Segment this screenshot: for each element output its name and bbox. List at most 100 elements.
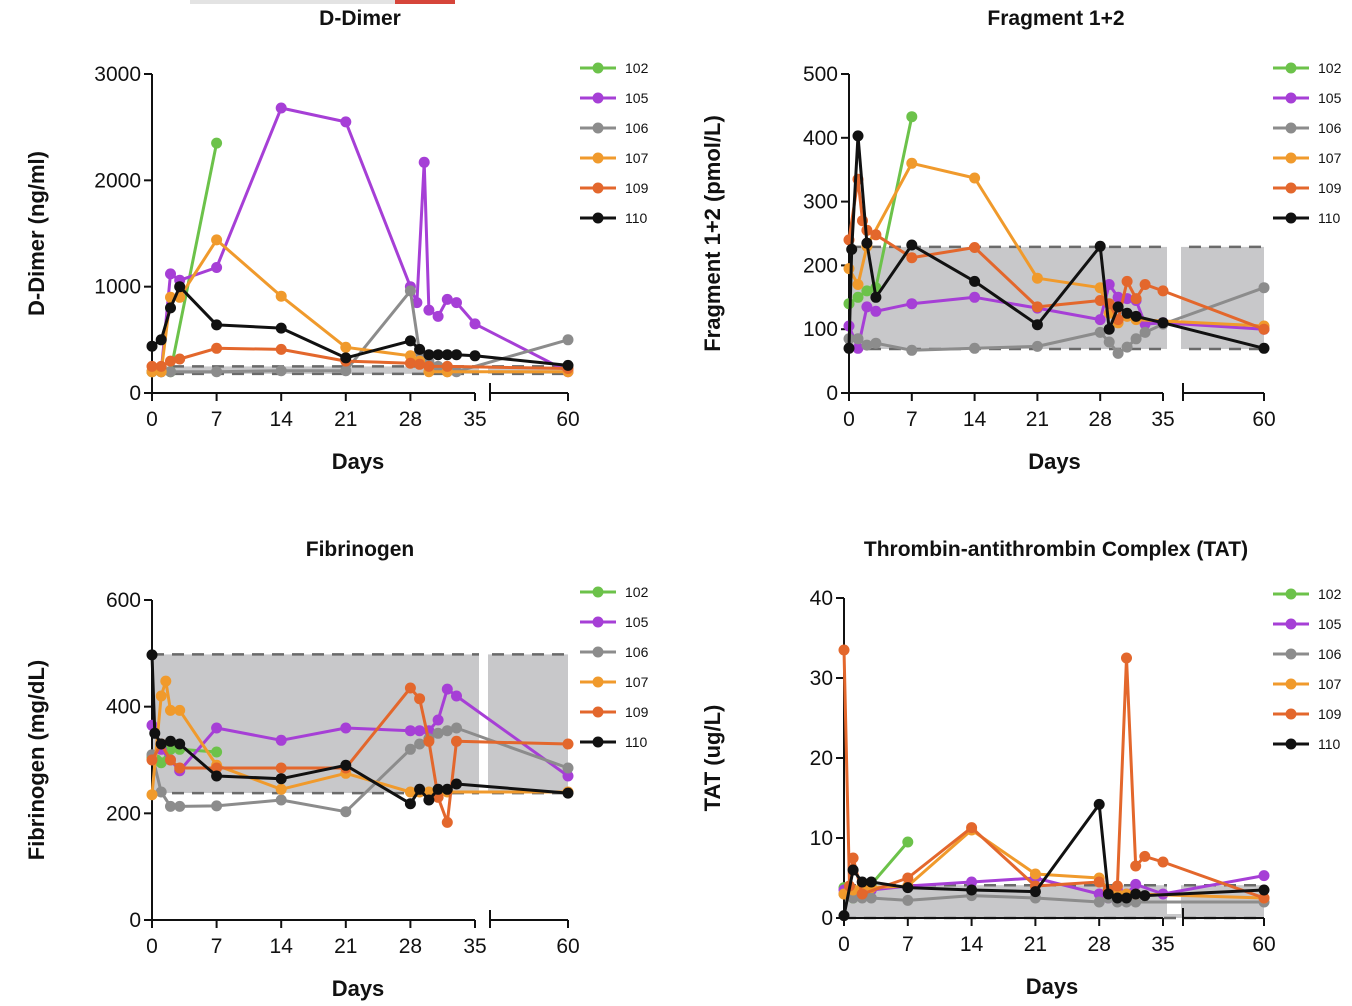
x-axis-label: Days: [332, 449, 385, 474]
y-tick-label: 10: [810, 827, 833, 850]
y-tick-label: 600: [106, 589, 141, 612]
y-tick-label: 300: [803, 191, 838, 214]
data-point-107: [852, 279, 864, 290]
data-point-110: [404, 335, 416, 347]
data-point-106: [432, 727, 444, 739]
x-tick-label: 7: [211, 408, 223, 431]
data-point-102: [211, 137, 223, 149]
data-point-110: [275, 322, 287, 334]
data-point-109: [174, 762, 186, 774]
axis-break-gap: [1167, 593, 1181, 914]
data-point-106: [1139, 326, 1151, 338]
x-tick-label: 28: [1088, 933, 1111, 956]
data-point-107: [906, 157, 918, 169]
data-point-105: [969, 291, 981, 303]
data-point-105: [441, 683, 453, 695]
data-point-109: [966, 822, 978, 834]
data-point-110: [562, 359, 574, 371]
legend-marker-110: [592, 212, 604, 224]
data-point-110: [423, 794, 435, 806]
chart-svg: 0 200 400 600 0 7 14 21 28 35 60 Fibrinogen Days Fibr…: [24, 538, 649, 1001]
data-point-109: [856, 888, 868, 900]
data-point-105: [211, 722, 223, 734]
legend-marker-106: [1285, 648, 1297, 660]
data-point-109: [404, 357, 416, 369]
chart-title: D-Dimer: [319, 7, 401, 30]
legend-label-109: 109: [1318, 180, 1342, 196]
y-tick-label: 100: [803, 318, 838, 341]
data-point-106: [404, 743, 416, 755]
data-point-105: [1094, 314, 1106, 326]
data-point-109: [1031, 301, 1043, 313]
data-point-102: [906, 111, 918, 123]
data-point-109: [1094, 295, 1106, 306]
x-tick-label: 0: [843, 408, 855, 431]
chart-svg: 0 10 20 30 40 0 7 14 21 28 35 60 Thrombin-antithromb…: [700, 538, 1342, 999]
legend-marker-110: [1285, 212, 1297, 224]
y-tick-label: 2000: [94, 169, 141, 192]
data-point-106: [1031, 340, 1043, 352]
legend-label-109: 109: [1318, 706, 1342, 722]
data-point-110: [146, 340, 158, 352]
y-tick-label: 40: [810, 587, 833, 610]
normal-range-band: [152, 366, 568, 374]
data-point-110: [1130, 888, 1142, 900]
data-point-106: [1130, 333, 1142, 345]
data-point-105: [861, 301, 873, 313]
y-tick-label: 0: [129, 909, 141, 932]
data-point-110: [1103, 323, 1115, 335]
data-point-110: [165, 735, 176, 747]
data-point-109: [969, 242, 981, 253]
data-point-109: [155, 360, 167, 372]
y-tick-label: 200: [803, 254, 838, 277]
data-point-110: [1258, 342, 1270, 354]
y-tick-label: 400: [803, 127, 838, 150]
data-point-106: [441, 725, 453, 737]
y-axis-label: TAT (ug/L): [700, 705, 725, 812]
data-point-102: [861, 285, 873, 297]
axis-break-gap: [479, 69, 488, 389]
data-point-105: [1103, 279, 1115, 290]
legend-label-105: 105: [625, 614, 649, 630]
data-point-105: [562, 770, 574, 782]
legend-marker-102: [1285, 62, 1297, 74]
data-point-109: [275, 343, 287, 355]
data-point-110: [340, 759, 352, 771]
x-tick-label: 35: [1151, 408, 1174, 431]
data-point-106: [906, 344, 918, 356]
x-tick-label: 0: [838, 933, 850, 956]
legend-marker-107: [592, 152, 604, 164]
data-point-110: [861, 237, 873, 249]
legend-label-110: 110: [1318, 736, 1341, 752]
data-point-106: [211, 800, 223, 812]
legend-marker-102: [592, 586, 604, 598]
data-point-110: [155, 334, 167, 346]
data-point-105: [451, 297, 462, 309]
legend-label-109: 109: [625, 704, 649, 720]
data-point-106: [1258, 282, 1270, 294]
legend-label-105: 105: [1318, 616, 1342, 632]
data-point-109: [906, 252, 918, 264]
data-point-102: [165, 743, 176, 755]
x-tick-label: 14: [963, 408, 987, 431]
legend-label-107: 107: [625, 150, 649, 166]
data-point-105: [340, 722, 352, 734]
x-tick-label: 21: [334, 935, 357, 958]
data-point-105: [411, 297, 423, 309]
data-point-109: [451, 735, 462, 747]
x-axis-label: Days: [1026, 974, 1079, 999]
legend-label-106: 106: [1318, 646, 1342, 662]
data-point-110: [865, 876, 877, 888]
legend-marker-102: [1285, 588, 1297, 600]
data-point-105: [432, 714, 444, 726]
data-point-110: [146, 649, 158, 661]
data-point-109: [441, 816, 453, 828]
data-point-110: [174, 738, 186, 750]
data-point-110: [211, 770, 223, 782]
legend-marker-109: [592, 182, 604, 194]
legend-marker-105: [1285, 92, 1297, 104]
data-point-106: [174, 800, 186, 812]
legend-label-105: 105: [625, 90, 649, 106]
data-point-110: [906, 239, 918, 251]
legend-label-110: 110: [625, 734, 648, 750]
